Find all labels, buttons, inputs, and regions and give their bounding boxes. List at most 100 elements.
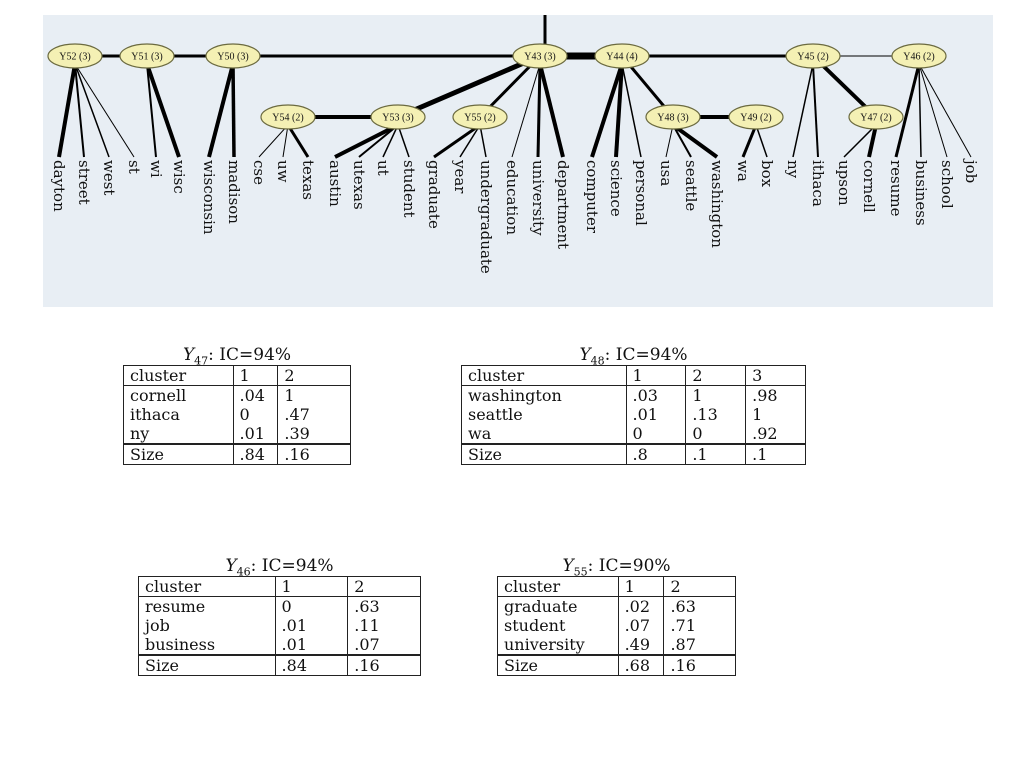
table-title: Y48: IC=94%: [461, 345, 806, 368]
table-cell: 1: [617, 576, 665, 597]
leaf-edge-university: [536, 63, 542, 158]
table-cell: .04: [232, 385, 279, 405]
table-cell: .02: [617, 596, 665, 616]
leaf-edge-cornell: [867, 124, 878, 158]
leaf-edge-box: [755, 124, 768, 158]
leaf-edge-department: [538, 63, 565, 158]
table-cell: 1: [232, 365, 279, 386]
table-title-ic: : IC=90%: [587, 556, 671, 576]
node-y46: Y46 (2): [891, 43, 947, 69]
leaf-edge-usa: [665, 124, 674, 158]
leaf-edge-graduate: [433, 123, 481, 159]
node-label: Y47 (2): [860, 113, 891, 124]
table-title: Y46: IC=94%: [138, 556, 421, 578]
table-cell: .07: [617, 616, 665, 635]
cluster-table-y47: Y47: IC=94% cluster 1 2 cornell .04 1 ithaca 0.4…: [123, 345, 351, 465]
leaf-word-graduate: graduate: [425, 160, 443, 229]
leaf-word-wi: wi: [147, 160, 165, 178]
table-cell: cluster: [138, 576, 276, 597]
leaf-edge-ut: [382, 124, 399, 158]
leaf-word-student: student: [400, 160, 418, 218]
leaf-edge-madison: [231, 63, 236, 158]
probability-table: cluster 1 2 graduate .02.63 student .07.71 univ…: [497, 576, 736, 676]
node-label: Y53 (3): [382, 113, 413, 124]
leaf-edge-cse: [258, 124, 289, 158]
table-cell: 0: [625, 424, 687, 444]
leaf-edge-science: [614, 63, 624, 158]
table-row: washington .03 1.98: [461, 385, 806, 405]
table-cell: .01: [274, 616, 349, 635]
table-cell: 1: [274, 576, 349, 597]
leaf-word-utexas: utexas: [350, 160, 368, 210]
table-cell: job: [138, 616, 276, 635]
table-cell: 2: [685, 365, 747, 386]
leaf-edge-st: [74, 63, 135, 158]
leaf-word-science: science: [607, 160, 625, 217]
table-row: ny .01.39: [123, 424, 351, 444]
table-cell: .84: [232, 443, 279, 465]
table-title: Y47: IC=94%: [123, 345, 351, 367]
leaf-edge-west: [74, 63, 110, 158]
node-y50: Y50 (3): [205, 43, 261, 69]
leaf-word-seattle: seattle: [682, 160, 700, 211]
table-row: cornell .04 1: [123, 385, 351, 405]
table-row: business .01.07: [138, 635, 421, 655]
table-cell: .03: [625, 385, 687, 405]
table-cell: .84: [274, 654, 349, 676]
table-cell: cluster: [461, 365, 627, 386]
table-title-variable: Y: [562, 556, 574, 576]
leaf-edge-utexas: [358, 124, 399, 158]
leaf-word-computer: computer: [583, 160, 601, 234]
leaf-edge-ithaca: [812, 63, 819, 158]
table-title-variable: Y: [225, 556, 237, 576]
table-row: job .01.11: [138, 616, 421, 635]
table-cell: .1: [745, 443, 806, 465]
table-cell: cluster: [123, 365, 234, 386]
leaf-word-street: street: [75, 160, 93, 205]
table-row: university .49.87: [497, 635, 736, 655]
leaf-edge-computer: [590, 63, 624, 158]
table-cell: 2: [277, 365, 351, 386]
leaf-edge-street: [74, 63, 85, 158]
table-cell: .8: [625, 443, 687, 465]
table-header-row: cluster 1 2: [138, 576, 421, 597]
leaf-word-year: year: [451, 159, 469, 194]
leaf-word-austin: austin: [326, 160, 344, 207]
leaf-edge-job: [918, 63, 972, 158]
leaf-word-personal: personal: [632, 160, 650, 226]
leaf-edge-year: [459, 124, 481, 158]
leaf-edge-undergraduate: [479, 124, 487, 158]
table-title-subscript: 48: [590, 354, 605, 368]
node-y52: Y52 (3): [47, 43, 103, 69]
table-cell: university: [497, 635, 619, 655]
table-row: ithaca 0.47: [123, 405, 351, 424]
edge-Y53-Y43: [395, 53, 543, 120]
table-cell: Size: [461, 443, 627, 465]
table-cell: .11: [347, 616, 421, 635]
table-size-row: Size .8.1.1: [461, 443, 806, 465]
leaf-word-upson: upson: [835, 160, 853, 206]
table-cell: student: [497, 616, 619, 635]
table-cell: .13: [685, 405, 747, 424]
table-size-row: Size .84.16: [123, 443, 351, 465]
leaf-edge-resume: [894, 63, 921, 158]
table-cell: .63: [347, 596, 421, 616]
table-cell: 0: [232, 405, 279, 424]
node-y55: Y55 (2): [452, 104, 508, 130]
leaf-word-ut: ut: [374, 160, 392, 176]
table-title: Y55: IC=90%: [497, 556, 736, 578]
cluster-table-y48: Y48: IC=94% cluster 1 2 3 washington .03 1.98 se…: [461, 345, 806, 465]
table-header-row: cluster 1 2: [123, 365, 351, 386]
table-cell: ny: [123, 424, 234, 444]
leaf-word-washington: washington: [708, 160, 726, 248]
node-label: Y51 (3): [131, 52, 162, 63]
leaf-word-wisconsin: wisconsin: [200, 160, 218, 235]
leaf-word-undergraduate: undergraduate: [477, 160, 495, 274]
table-cell: ithaca: [123, 405, 234, 424]
node-y45: Y45 (2): [785, 43, 841, 69]
leaf-edge-wisconsin: [207, 63, 235, 158]
leaf-word-cse: cse: [250, 160, 268, 185]
table-cell: seattle: [461, 405, 627, 424]
leaf-edge-business: [918, 63, 922, 158]
table-cell: .47: [277, 405, 351, 424]
